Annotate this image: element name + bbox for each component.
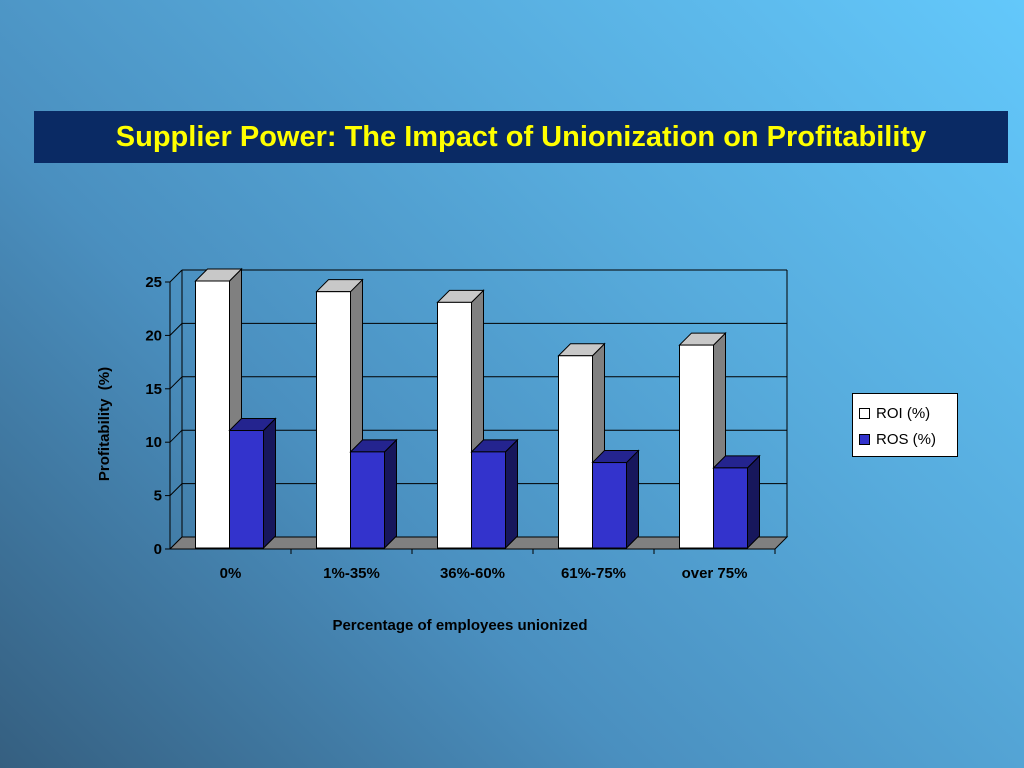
chart-legend: ROI (%) ROS (%) [852,393,958,457]
bar-roi-2 [437,301,472,549]
bar-side-1-2 [505,438,518,550]
side-grid-4 [169,323,183,336]
x-tick-label-4: over 75% [682,565,748,582]
bar-side-1-0 [263,417,276,550]
x-axis-title: Percentage of employees unionized [332,617,587,634]
bar-ros-2 [471,451,506,549]
legend-swatch-roi [859,407,870,419]
slide-title-box: Supplier Power: The Impact of Unionizati… [34,111,1008,163]
y-tick-label-2: 10 [145,434,162,451]
side-grid-3 [169,376,183,390]
bar-roi-1 [316,291,351,549]
bar-roi-3 [558,355,593,549]
bar-side-1-1 [384,438,397,550]
bar-roi-4 [679,344,714,549]
bar-roi-0 [195,280,230,549]
bar-ros-4 [713,467,748,549]
y-tick-label-5: 25 [145,274,162,291]
y-axis-title: Profitability (%) [96,367,113,481]
legend-label-roi: ROI (%) [876,404,931,422]
bar-ros-1 [350,451,385,549]
side-grid-1 [169,483,183,496]
x-tick-label-2: 36%-60% [440,565,505,582]
legend-item-roi: ROI (%) [859,400,957,426]
bar-ros-3 [592,462,627,549]
y-tick-label-1: 5 [154,488,162,505]
slide-title: Supplier Power: The Impact of Unionizati… [115,120,927,153]
y-tick-label-3: 15 [145,381,162,398]
side-grid-2 [169,429,183,443]
bar-side-1-4 [747,454,760,550]
side-grid-5 [169,269,183,283]
legend-item-ros: ROS (%) [859,426,957,452]
bar-ros-0 [229,430,264,549]
x-tick-label-3: 61%-75% [561,565,626,582]
legend-label-ros: ROS (%) [876,430,936,448]
x-tick-label-0: 0% [220,565,242,582]
legend-swatch-ros [859,433,870,445]
bar-side-1-3 [626,449,639,550]
y-tick-label-0: 0 [154,541,162,558]
y-tick-label-4: 20 [145,327,162,344]
x-tick-label-1: 1%-35% [323,565,380,582]
